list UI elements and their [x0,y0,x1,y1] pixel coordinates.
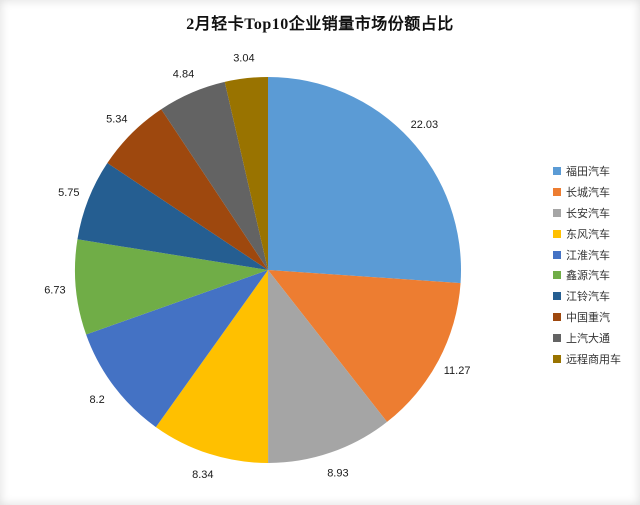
slice-data-label-东风汽车: 8.34 [192,469,213,481]
legend-item-江淮汽车[interactable]: 江淮汽车 [553,244,621,265]
legend-swatch-icon [553,188,561,197]
legend-item-中国重汽[interactable]: 中国重汽 [553,307,621,328]
legend-label: 福田汽车 [566,166,610,179]
pie-slice-中国重汽[interactable] [107,109,268,270]
legend-swatch-icon [553,208,561,217]
legend-label: 东风汽车 [566,228,610,241]
legend-label: 江铃汽车 [566,291,610,304]
pie-slice-福田汽车[interactable] [268,77,462,284]
slice-data-label-长城汽车: 11.27 [444,365,471,377]
slice-data-label-江铃汽车: 5.75 [58,187,79,199]
pie-slice-东风汽车[interactable] [155,270,269,463]
legend-swatch-icon [553,333,561,342]
legend-item-长安汽车[interactable]: 长安汽车 [553,203,621,224]
legend-label: 上汽大通 [566,332,610,345]
slice-data-label-中国重汽: 5.34 [106,114,127,126]
legend-swatch-icon [553,312,561,321]
legend-item-长城汽车[interactable]: 长城汽车 [553,182,621,203]
legend-item-上汽大通[interactable]: 上汽大通 [553,327,621,348]
legend-label: 远程商用车 [566,353,621,366]
legend-item-鑫源汽车[interactable]: 鑫源汽车 [553,265,621,286]
legend-label: 江淮汽车 [566,249,610,262]
legend-swatch-icon [553,229,561,238]
legend-swatch-icon [553,250,561,259]
legend-swatch-icon [553,292,561,301]
pie-slice-江铃汽车[interactable] [77,163,269,270]
legend-item-江铃汽车[interactable]: 江铃汽车 [553,286,621,307]
legend-label: 长城汽车 [566,187,610,200]
legend-swatch-icon [553,271,561,280]
legend-item-福田汽车[interactable]: 福田汽车 [553,161,621,182]
pie-slice-鑫源汽车[interactable] [75,239,268,335]
pie-slice-远程商用车[interactable] [224,77,268,270]
legend-label: 中国重汽 [566,311,610,324]
slice-data-label-福田汽车: 22.03 [411,119,439,131]
pie-slice-长安汽车[interactable] [268,270,388,463]
pie-slice-江淮汽车[interactable] [86,270,268,428]
slice-data-label-上汽大通: 4.84 [173,68,194,80]
legend-swatch-icon [553,167,561,176]
slice-data-label-远程商用车: 3.04 [233,52,254,64]
chart-title: 2月轻卡Top10企业销量市场份额占比 [186,16,454,33]
slice-data-label-长安汽车: 8.93 [327,467,348,479]
slice-data-label-鑫源汽车: 6.73 [44,284,65,296]
legend-swatch-icon [553,354,561,363]
pie-slice-长城汽车[interactable] [268,270,461,422]
pie-slice-上汽大通[interactable] [161,81,268,270]
legend-label: 长安汽车 [566,207,610,220]
legend-item-远程商用车[interactable]: 远程商用车 [553,348,621,369]
slice-data-label-江淮汽车: 8.2 [89,394,104,406]
legend-label: 鑫源汽车 [566,270,610,283]
legend-item-东风汽车[interactable]: 东风汽车 [553,223,621,244]
legend: 福田汽车长城汽车长安汽车东风汽车江淮汽车鑫源汽车江铃汽车中国重汽上汽大通远程商用… [553,161,621,369]
